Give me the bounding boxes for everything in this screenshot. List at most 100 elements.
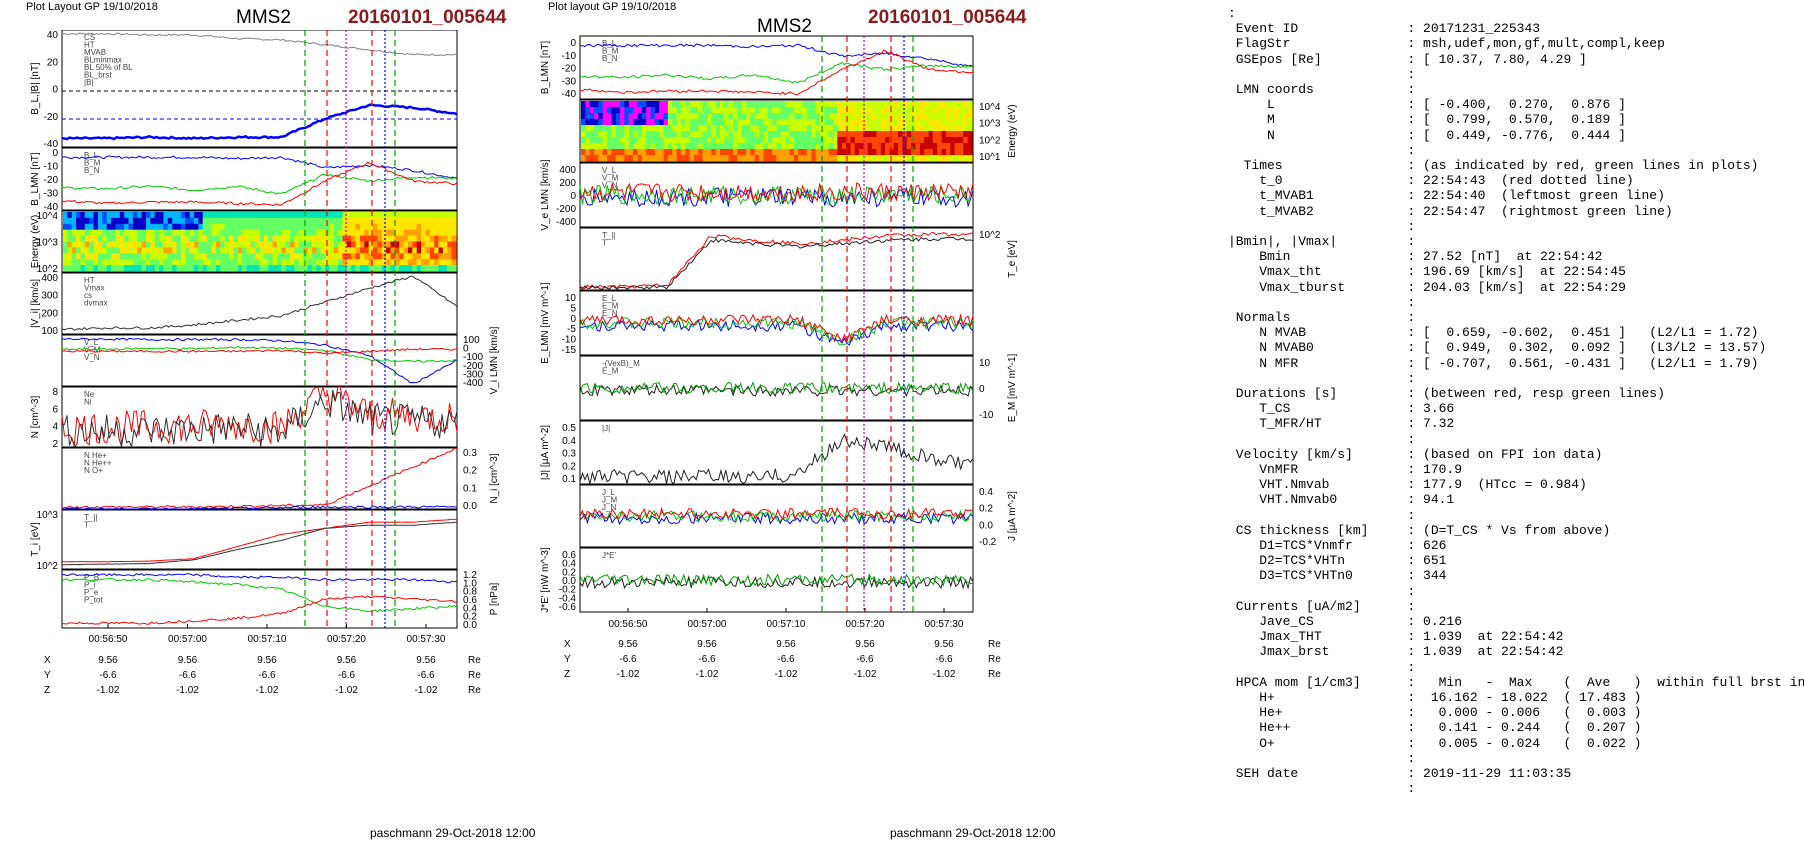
left-spectrogram-cell — [80, 265, 86, 272]
right-spectrogram-cell — [659, 107, 665, 114]
left-spectrogram-cell — [198, 253, 204, 260]
left-spectrogram-cell — [277, 241, 282, 248]
left-spectrogram-cell — [412, 241, 418, 248]
right-spectrogram-cell — [602, 107, 608, 114]
left-spectrogram-cell — [102, 217, 108, 225]
right-spectrogram-cell — [728, 113, 734, 120]
left-spectrogram-cell — [228, 235, 234, 243]
right-spectrogram-cell — [898, 113, 903, 120]
left-spectrogram-cell — [150, 217, 156, 225]
right-spectrogram-cell — [941, 113, 947, 120]
right-spectrogram-cell — [928, 149, 934, 156]
left-spectrogram-cell — [207, 212, 213, 219]
right-spectrogram-cell — [963, 107, 969, 114]
left-spectrogram-cell — [255, 217, 261, 225]
left-spectrogram-cell — [93, 223, 99, 231]
left-spectrogram-cell — [76, 229, 82, 237]
left-spectrogram-cell — [338, 229, 344, 237]
y-tick-label: 0.6 — [463, 595, 477, 606]
right-spectrogram-cell — [594, 119, 599, 126]
info-line: HPCA mom [1/cm3] : Min - Max ( Ave ) wit… — [1228, 674, 1804, 690]
right-spectrogram-cell — [754, 101, 760, 108]
left-spectrogram-cell — [89, 253, 95, 260]
left-spectrogram-cell — [163, 223, 169, 231]
left-spectrogram-cell — [399, 223, 405, 231]
y-axis-label: B_L,|B| [nT] — [30, 62, 41, 115]
y-tick-label: 100 — [41, 326, 58, 337]
info-line: |Bmin|, |Vmax| : — [1228, 234, 1416, 249]
legend-entry: E_M — [602, 367, 619, 376]
pos-row-label: Z — [564, 669, 570, 680]
right-spectrogram-cell — [667, 119, 673, 126]
left-spectrogram-cell — [416, 241, 422, 248]
left-spectrogram-cell — [132, 247, 138, 254]
right-spectrogram-cell — [954, 143, 960, 150]
right-spectrogram-cell — [880, 143, 886, 150]
y-tick-label: 0.0 — [463, 620, 477, 631]
right-spectrogram-cell — [637, 137, 643, 144]
right-spectrogram-cell — [698, 149, 704, 156]
left-spectrogram-cell — [194, 212, 199, 219]
right-spectrogram-cell — [963, 113, 969, 120]
left-spectrogram-cell — [442, 265, 448, 272]
right-spectrogram-cell — [885, 101, 890, 108]
left-spectrogram-cell — [141, 229, 147, 237]
y-axis-label: N [cm^-3] — [30, 396, 41, 439]
right-spectrogram-cell — [954, 119, 960, 126]
right-spectrogram-cell — [802, 149, 808, 156]
left-spectrogram-cell — [316, 223, 322, 231]
left-spectrogram-cell — [154, 212, 160, 219]
right-spectrogram-cell — [685, 113, 691, 120]
right-spectrogram-cell — [919, 131, 925, 138]
y-axis-label: |V_i| [km/s] — [30, 279, 41, 328]
left-spectrogram-cell — [220, 223, 226, 231]
right-spectrogram-cell — [945, 113, 951, 120]
series-line — [579, 183, 974, 207]
left-spectrogram-cell — [377, 259, 383, 266]
y-axis-label: V_e LMN [km/s] — [540, 159, 551, 230]
right-spectrogram-cell — [615, 131, 621, 138]
left-spectrogram-cell — [84, 229, 90, 237]
y-tick-label: 2 — [52, 439, 58, 450]
right-spectrogram-cell — [754, 131, 760, 138]
info-line: Jmax_THT : 1.039 at 22:54:42 — [1228, 629, 1564, 645]
left-spectrogram-cell — [224, 265, 230, 272]
left-spectrogram-cell — [154, 235, 160, 243]
right-spectrogram-cell — [711, 155, 717, 162]
right-spectrogram-cell — [819, 101, 825, 108]
y-tick-label: 100 — [463, 335, 480, 346]
left-spectrogram-cell — [215, 217, 221, 225]
left-spectrogram-cell — [303, 212, 309, 219]
right-spectrogram-cell — [833, 107, 838, 114]
left-spectrogram-cell — [307, 223, 313, 231]
right-spectrogram-cell — [924, 137, 930, 144]
right-spectrogram-cell — [815, 137, 821, 144]
y-tick-label: -200 — [556, 204, 576, 215]
left-spectrogram-cell — [106, 235, 112, 243]
left-spectrogram-cell — [434, 229, 440, 237]
left-spectrogram-cell — [71, 223, 77, 231]
right-spectrogram-cell — [824, 137, 830, 144]
right-spectrogram-cell — [711, 137, 717, 144]
right-spectrogram-cell — [672, 155, 678, 162]
left-spectrogram-cell — [434, 217, 440, 225]
right-spectrogram-cell — [650, 125, 656, 132]
right-spectrogram-cell — [754, 137, 760, 144]
right-spectrogram-cell — [667, 149, 673, 156]
left-spectrogram-cell — [316, 259, 322, 266]
right-spectrogram-cell — [850, 155, 856, 162]
right-spectrogram-cell — [650, 119, 656, 126]
info-line: t_0 : 22:54:43 (red dotted line) — [1228, 173, 1634, 189]
left-spectrogram-cell — [141, 217, 147, 225]
left-spectrogram-cell — [364, 235, 370, 243]
right-spectrogram-cell — [885, 119, 890, 126]
left-spectrogram-cell — [377, 217, 383, 225]
right-spectrogram-cell — [602, 137, 608, 144]
y-tick-label: 0.1 — [463, 483, 477, 494]
right-spectrogram-cell — [937, 155, 943, 162]
left-spectrogram-cell — [346, 212, 352, 219]
right-spectrogram-cell — [733, 149, 738, 156]
left-spectrogram-cell — [316, 229, 322, 237]
left-spectrogram-cell — [259, 212, 265, 219]
y-tick-label: -10 — [562, 51, 577, 62]
